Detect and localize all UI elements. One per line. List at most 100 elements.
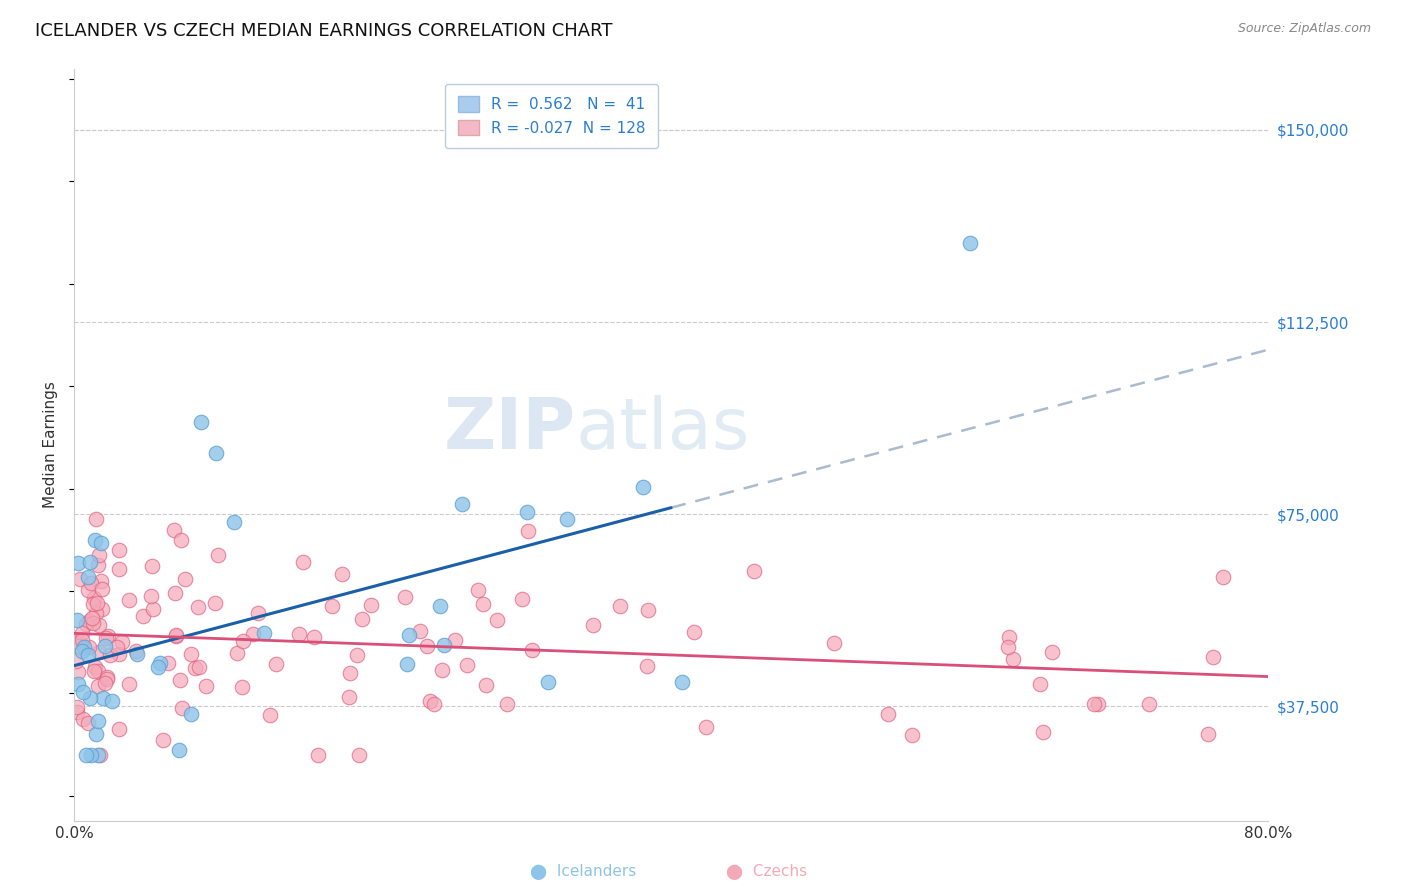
Point — [84, 512, 107, 526]
Point — [512, 591, 534, 606]
Point — [225, 646, 247, 660]
Point — [87, 665, 110, 679]
Point — [87, 679, 110, 693]
Point — [330, 567, 353, 582]
Point — [187, 660, 209, 674]
Point — [264, 657, 287, 672]
Point — [671, 675, 693, 690]
Point — [101, 693, 124, 707]
Point — [1202, 650, 1225, 665]
Point — [97, 629, 120, 643]
Point — [1212, 570, 1234, 584]
Point — [190, 415, 212, 429]
Point — [394, 590, 416, 604]
Point — [139, 590, 162, 604]
Point — [349, 747, 371, 762]
Point — [537, 675, 560, 690]
Point — [141, 559, 163, 574]
Point — [398, 628, 420, 642]
Point — [94, 631, 117, 645]
Point — [77, 570, 100, 584]
Point — [901, 728, 924, 742]
Point — [633, 480, 655, 494]
Point — [118, 676, 141, 690]
Point — [1197, 727, 1219, 741]
Point — [76, 582, 98, 597]
Point — [321, 599, 343, 613]
Point — [84, 727, 107, 741]
Point — [66, 613, 89, 627]
Point — [69, 572, 91, 586]
Point — [77, 614, 100, 628]
Text: atlas: atlas — [575, 395, 749, 465]
Point — [522, 642, 544, 657]
Point — [636, 658, 658, 673]
Point — [90, 574, 112, 588]
Point — [98, 648, 121, 663]
Point — [302, 630, 325, 644]
Point — [89, 747, 111, 762]
Point — [172, 701, 194, 715]
Point — [419, 694, 441, 708]
Point — [430, 663, 453, 677]
Point — [222, 515, 245, 529]
Point — [142, 602, 165, 616]
Point — [83, 665, 105, 679]
Point — [471, 597, 494, 611]
Point — [73, 640, 96, 655]
Point — [288, 627, 311, 641]
Point — [93, 676, 115, 690]
Point — [72, 712, 94, 726]
Point — [467, 582, 489, 597]
Point — [165, 628, 187, 642]
Point — [253, 625, 276, 640]
Point — [66, 677, 89, 691]
Point — [997, 640, 1019, 654]
Point — [70, 625, 93, 640]
Point — [83, 533, 105, 548]
Point — [67, 639, 90, 653]
Point — [96, 672, 118, 686]
Point — [231, 681, 253, 695]
Point — [86, 558, 108, 573]
Point — [107, 562, 129, 576]
Point — [744, 564, 766, 578]
Point — [80, 610, 103, 624]
Point — [125, 644, 148, 658]
Point — [609, 599, 631, 614]
Legend: R =  0.562   N =  41, R = -0.027  N = 128: R = 0.562 N = 41, R = -0.027 N = 128 — [446, 84, 658, 148]
Point — [1029, 676, 1052, 690]
Point — [105, 640, 128, 655]
Point — [486, 613, 509, 627]
Point — [180, 707, 202, 722]
Point — [86, 747, 108, 762]
Point — [204, 596, 226, 610]
Point — [187, 600, 209, 615]
Point — [157, 656, 180, 670]
Point — [152, 732, 174, 747]
Point — [496, 697, 519, 711]
Point — [695, 720, 717, 734]
Point — [1137, 697, 1160, 711]
Point — [637, 602, 659, 616]
Text: Source: ZipAtlas.com: Source: ZipAtlas.com — [1237, 22, 1371, 36]
Point — [87, 618, 110, 632]
Point — [87, 714, 110, 728]
Point — [70, 633, 93, 648]
Point — [337, 690, 360, 705]
Point — [148, 660, 170, 674]
Y-axis label: Median Earnings: Median Earnings — [44, 382, 58, 508]
Point — [91, 690, 114, 705]
Point — [396, 657, 419, 671]
Point — [76, 715, 98, 730]
Point — [148, 657, 170, 671]
Point — [350, 612, 373, 626]
Point — [1032, 725, 1054, 739]
Point — [111, 634, 134, 648]
Point — [1002, 652, 1025, 666]
Point — [360, 598, 382, 612]
Point — [195, 679, 218, 693]
Point — [291, 555, 314, 569]
Point — [339, 665, 361, 680]
Point — [86, 596, 108, 610]
